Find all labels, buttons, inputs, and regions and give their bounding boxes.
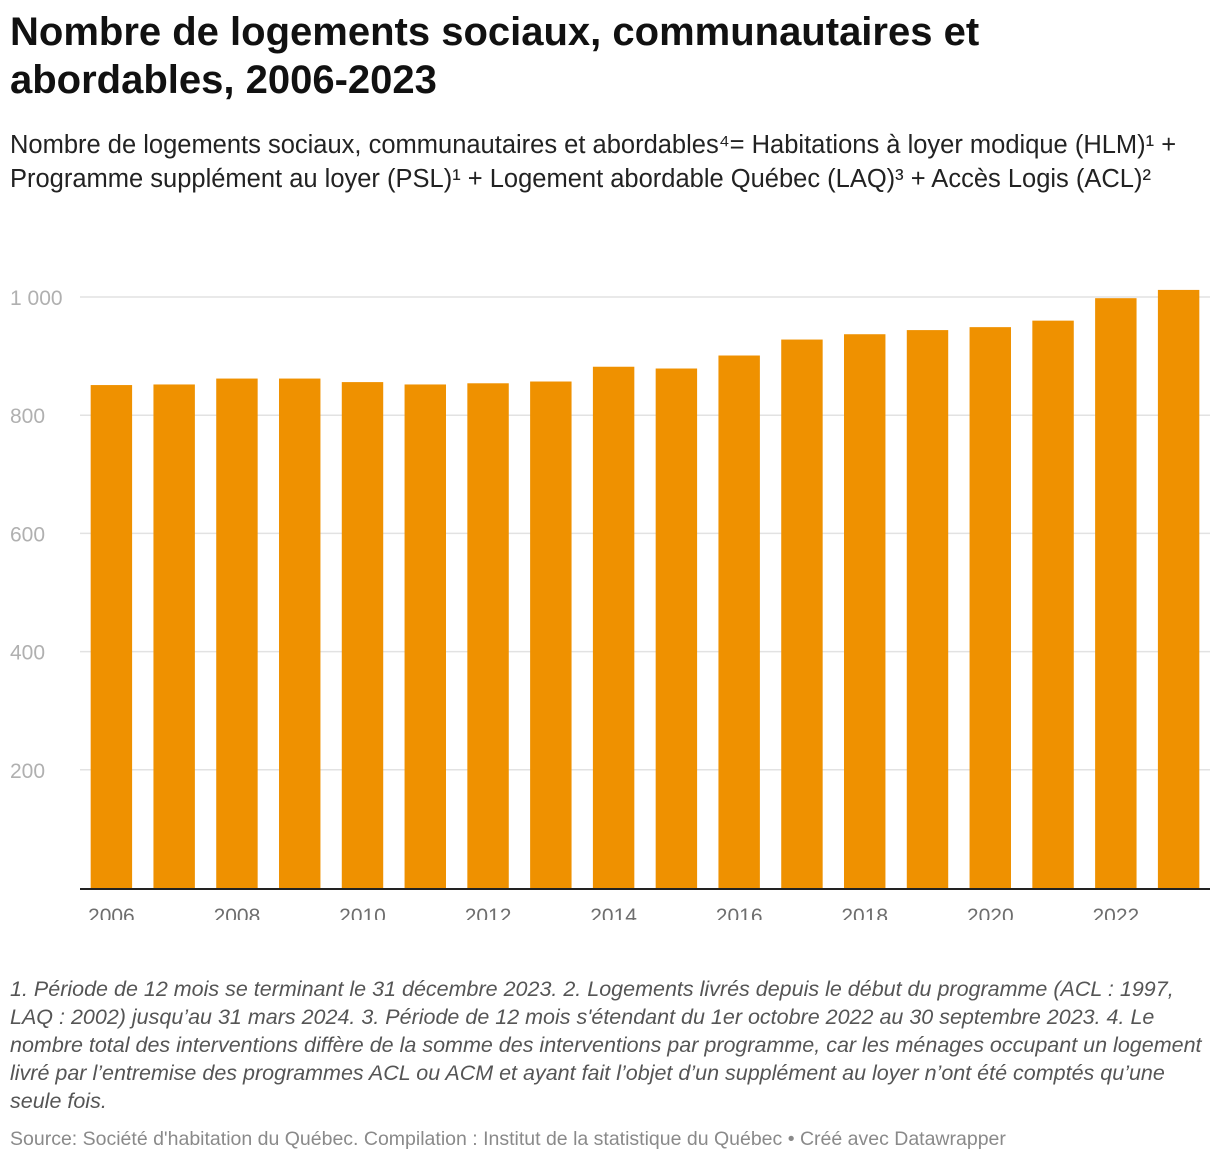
y-tick-label: 200 [10,760,45,783]
bar [467,383,509,888]
y-tick-label: 400 [10,642,45,665]
bar [592,366,635,888]
x-tick-label: 2020 [967,905,1014,920]
bar [655,368,698,888]
x-tick-label: 2006 [88,905,135,920]
chart-title: Nombre de logements sociaux, communautai… [10,10,980,102]
x-tick-label: 2022 [1092,905,1139,920]
axes: 200 400 600 800 1 000 2006 2008 2010 2012 2014 201… [10,287,1210,920]
chart-source: Source: Société d'habitation du Québec. … [10,1128,1006,1150]
bar [90,385,133,888]
bar [216,378,258,888]
y-tick-label: 800 [10,405,45,428]
bar [718,355,760,888]
bar [341,382,384,888]
x-tick-label: 2012 [465,905,512,920]
bar [279,378,321,888]
bar-chart: 200 400 600 800 1 000 2006 2008 2010 2012 2014 201… [10,287,1210,920]
bar [530,381,572,888]
gridlines [80,296,1210,771]
bar [1032,320,1074,888]
bar [404,384,446,888]
bar [1095,298,1137,888]
x-tick-label: 2008 [214,905,261,920]
x-tick-label: 2016 [716,905,763,920]
x-tick-label: 2018 [841,905,888,920]
bar [969,327,1011,888]
bar [153,384,195,888]
bars [90,289,1200,889]
bar [1157,289,1200,889]
x-tick-label: 2010 [339,905,386,920]
bar [844,334,886,888]
y-tick-label: 1 000 [10,287,63,310]
chart-footnote: 1. Période de 12 mois se terminant le 31… [10,977,1202,1113]
x-tick-label: 2014 [590,905,637,920]
bar [781,339,823,888]
bar [906,330,949,888]
chart-subtitle: Nombre de logements sociaux, communautai… [10,131,1177,193]
y-tick-label: 600 [10,523,45,546]
